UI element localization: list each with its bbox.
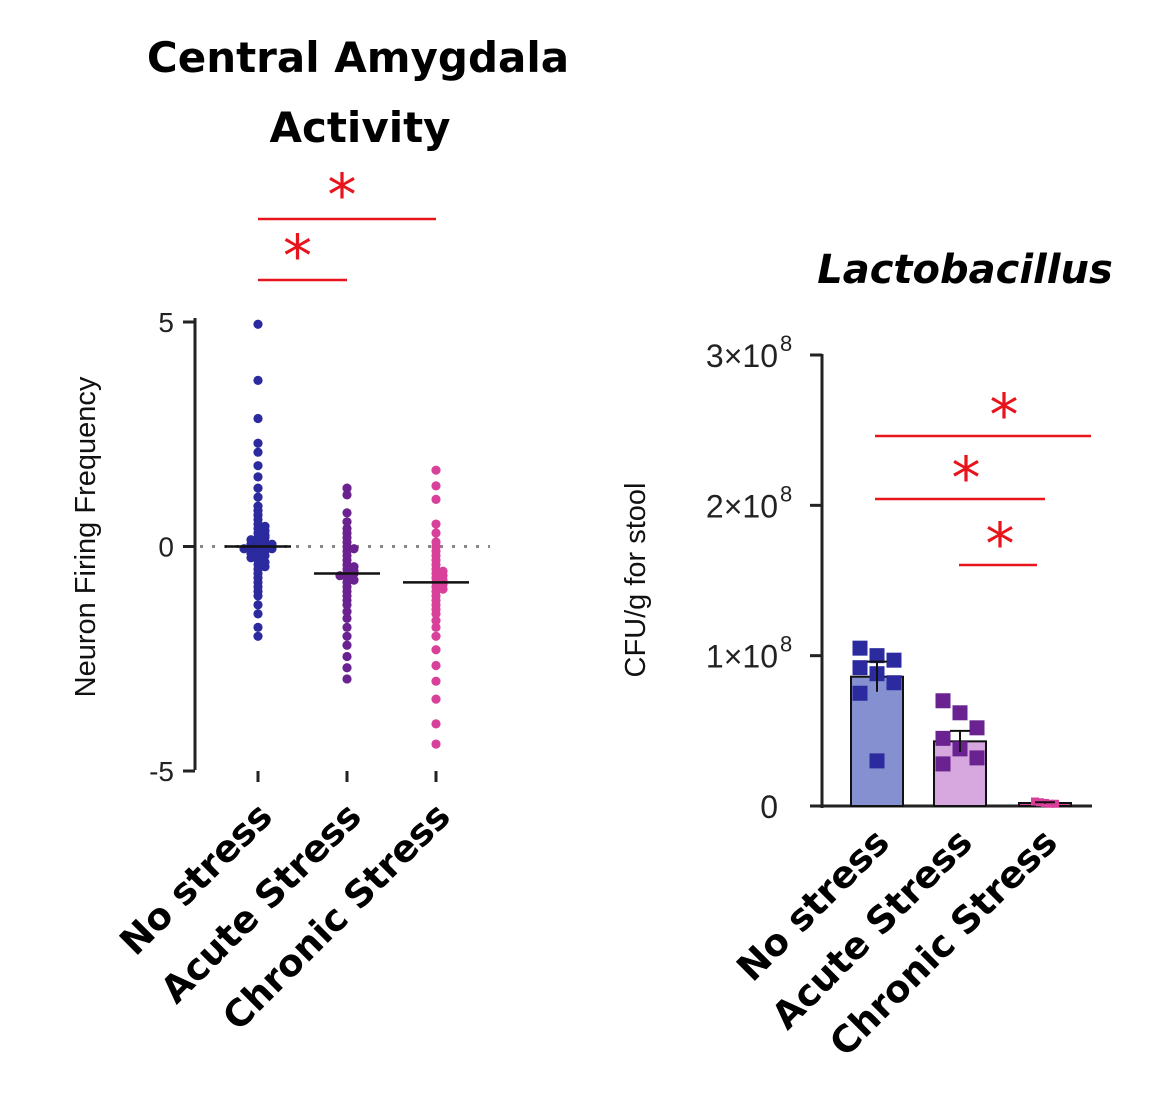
left-chart-medians [225, 545, 469, 584]
point-no-stress [886, 675, 902, 691]
point-chronic-stress [431, 615, 441, 626]
right-chart-title: Lactobacillus [817, 247, 1113, 293]
point-no-stress [253, 438, 263, 448]
point-no-stress [886, 652, 902, 668]
right-y-tick-label: 1×10 [706, 639, 778, 675]
point-no-stress [253, 447, 263, 457]
point-chronic-stress [431, 719, 441, 729]
left-chart-points [239, 319, 448, 749]
left-chart-title-line-1: Central Amygdala [147, 33, 569, 82]
point-no-stress [253, 600, 263, 610]
point-no-stress [246, 553, 256, 563]
point-acute-stress [342, 651, 352, 662]
point-no-stress [253, 413, 263, 424]
left-y-tick-label: -5 [149, 756, 174, 787]
significance-star-no-stress-vs-chronic-stress: * [328, 161, 357, 229]
point-chronic-stress [431, 465, 441, 475]
point-acute-stress [342, 663, 352, 673]
point-no-stress [260, 550, 270, 561]
right-y-tick-exponent: 8 [780, 331, 792, 356]
point-no-stress [253, 472, 263, 482]
point-chronic-stress [431, 494, 441, 504]
left-chart-y-ticks: 5 0 -5 [149, 307, 195, 787]
point-no-stress [253, 375, 263, 385]
point-acute-stress [952, 705, 968, 721]
point-no-stress [260, 562, 270, 572]
right-chart-error-bars [867, 660, 1055, 804]
point-acute-stress [935, 756, 951, 772]
point-no-stress [253, 483, 263, 493]
right-y-tick-exponent: 8 [780, 632, 792, 657]
point-chronic-stress [1046, 799, 1054, 808]
point-chronic-stress [431, 645, 441, 655]
point-chronic-stress [431, 631, 441, 641]
left-chart-significance: ** [258, 161, 436, 290]
right-y-tick-exponent: 8 [780, 481, 792, 506]
point-no-stress [253, 609, 263, 619]
point-acute-stress [342, 622, 352, 632]
point-acute-stress [935, 693, 951, 709]
point-chronic-stress [431, 481, 441, 491]
left-y-tick-label: 5 [158, 307, 174, 338]
point-acute-stress [342, 483, 352, 493]
point-chronic-stress [1051, 799, 1059, 808]
point-acute-stress [342, 613, 352, 623]
right-chart-y-axis-label: CFU/g for stool [620, 483, 652, 678]
point-acute-stress [349, 575, 359, 585]
point-chronic-stress [431, 739, 441, 749]
point-no-stress [253, 622, 263, 632]
point-acute-stress [935, 730, 951, 746]
point-acute-stress [342, 607, 352, 617]
point-no-stress [869, 648, 885, 664]
point-chronic-stress [431, 660, 441, 671]
point-acute-stress [342, 600, 352, 610]
point-no-stress [253, 631, 263, 641]
point-chronic-stress [431, 528, 441, 538]
left-chart-x-ticks [256, 771, 438, 782]
point-no-stress [852, 685, 868, 701]
point-acute-stress [342, 517, 352, 527]
point-acute-stress [342, 631, 352, 641]
point-acute-stress [969, 720, 985, 736]
left-y-tick-label: 0 [158, 532, 174, 563]
point-no-stress [253, 492, 263, 502]
point-acute-stress [969, 750, 985, 766]
right-chart-significance: *** [875, 381, 1091, 578]
point-acute-stress [349, 544, 359, 554]
point-acute-stress [342, 674, 352, 684]
significance-star-acute-stress-vs-chronic-stress: * [986, 510, 1015, 578]
significance-star-no-stress-vs-acute-stress: * [952, 444, 981, 512]
right-y-tick-label: 2×10 [706, 488, 778, 524]
right-y-tick-label: 3×10 [706, 338, 778, 374]
point-no-stress [852, 640, 868, 656]
left-chart-y-axis-label: Neuron Firing Frequency [70, 376, 102, 697]
significance-star-no-stress-vs-acute-stress: * [283, 222, 312, 290]
point-no-stress [253, 461, 263, 471]
point-chronic-stress [431, 519, 441, 529]
point-no-stress [253, 319, 263, 329]
point-chronic-stress [431, 676, 441, 686]
left-chart-title-line-2: Activity [269, 103, 450, 152]
point-acute-stress [342, 508, 352, 518]
point-no-stress [869, 753, 885, 769]
significance-star-no-stress-vs-chronic-stress: * [990, 381, 1019, 449]
point-acute-stress [342, 490, 352, 500]
point-no-stress [253, 591, 263, 601]
point-chronic-stress [431, 609, 441, 619]
point-chronic-stress [431, 622, 441, 632]
point-chronic-stress [431, 694, 441, 704]
point-chronic-stress [438, 584, 448, 594]
point-no-stress [852, 660, 868, 676]
point-acute-stress [342, 640, 352, 650]
right-y-tick-label: 0 [760, 789, 778, 825]
right-chart-y-ticks: 01×10 82×10 83×10 8 [706, 331, 822, 825]
